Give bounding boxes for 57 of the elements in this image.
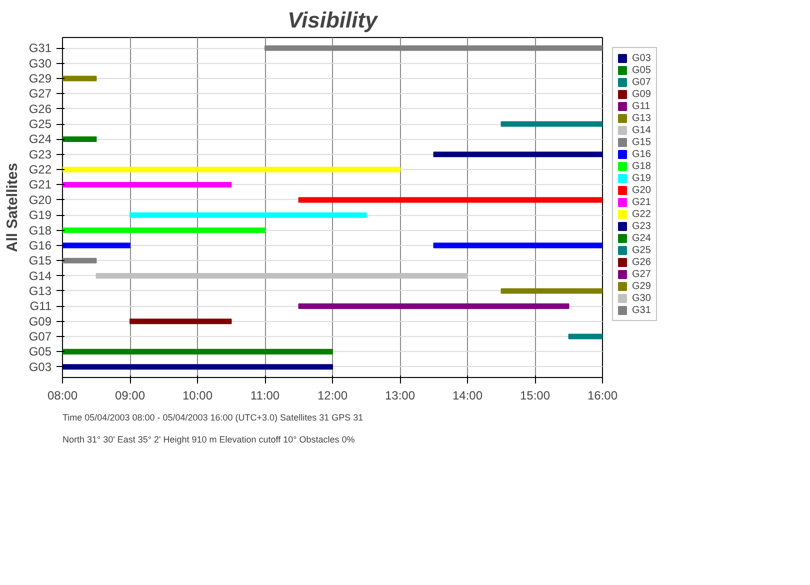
- legend-label: G29: [632, 280, 652, 292]
- chart-title: Visibility: [288, 8, 380, 32]
- y-tick-label: G11: [30, 299, 52, 314]
- legend-label: G21: [632, 196, 652, 208]
- y-tick-label: G18: [28, 223, 52, 238]
- y-tick-label: G22: [28, 162, 52, 177]
- legend-label: G07: [632, 76, 652, 88]
- legend-label: G09: [632, 88, 652, 100]
- x-tick-label: 08:00: [47, 388, 78, 402]
- legend-label: G19: [632, 172, 652, 184]
- legend-label: G20: [632, 184, 652, 196]
- x-tick-label: 16:00: [587, 388, 618, 402]
- legend-label: G18: [632, 160, 652, 172]
- y-tick-label: G14: [28, 268, 52, 283]
- legend-label: G23: [632, 220, 652, 232]
- y-tick-label: G25: [28, 117, 52, 132]
- y-tick-label: G13: [28, 284, 52, 298]
- y-tick-label: G30: [28, 56, 52, 70]
- y-tick-label: G15: [28, 254, 52, 268]
- y-tick-label: G24: [28, 132, 52, 146]
- x-tick-label: 10:00: [182, 388, 213, 402]
- legend-label: G30: [632, 292, 652, 304]
- y-tick-label: G09: [28, 314, 52, 328]
- legend-label: G24: [632, 232, 652, 244]
- x-tick-label: 12:00: [317, 388, 348, 402]
- legend-label: G15: [632, 136, 652, 148]
- legend-label: G26: [632, 256, 652, 268]
- x-tick-label: 11:00: [250, 388, 280, 402]
- y-tick-label: G27: [28, 86, 52, 101]
- legend-label: G16: [632, 148, 652, 160]
- legend-label: G22: [632, 208, 652, 220]
- y-tick-label: G31: [28, 41, 52, 56]
- legend-label: G03: [632, 52, 652, 64]
- y-tick-label: G21: [28, 178, 52, 192]
- y-tick-label: G19: [28, 208, 52, 222]
- x-tick-label: 15:00: [520, 388, 550, 402]
- legend-label: G25: [632, 244, 652, 256]
- legend-label: G27: [632, 268, 652, 280]
- y-tick-label: G26: [28, 102, 52, 116]
- y-tick-label: G20: [28, 192, 52, 207]
- text: Time 05/04/2003 08:00 - 05/04/2003 16:00 (UTC+3.0) Satellites 31 GPS 31: [62, 412, 364, 422]
- y-tick-label: G03: [28, 360, 52, 374]
- text: North 31° 30' East 35° 2' Height 910 m Elevation cutoff 10° Obstacles 0%: [62, 434, 355, 444]
- y-tick-label: G07: [28, 330, 52, 344]
- y-tick-label: G05: [28, 344, 52, 359]
- legend-label: G14: [632, 124, 652, 136]
- legend-label: G05: [632, 64, 652, 76]
- x-tick-label: 14:00: [452, 388, 483, 402]
- y-tick-label: G29: [28, 71, 52, 86]
- y-axis-title: All Satellites: [4, 162, 21, 252]
- legend-label: G31: [632, 304, 652, 316]
- x-tick-label: 13:00: [384, 388, 416, 402]
- legend-label: G11: [632, 100, 652, 112]
- y-tick-label: G23: [28, 147, 52, 162]
- y-tick-label: G16: [28, 238, 52, 252]
- legend-label: G13: [632, 112, 652, 124]
- x-tick-label: 09:00: [114, 388, 146, 402]
